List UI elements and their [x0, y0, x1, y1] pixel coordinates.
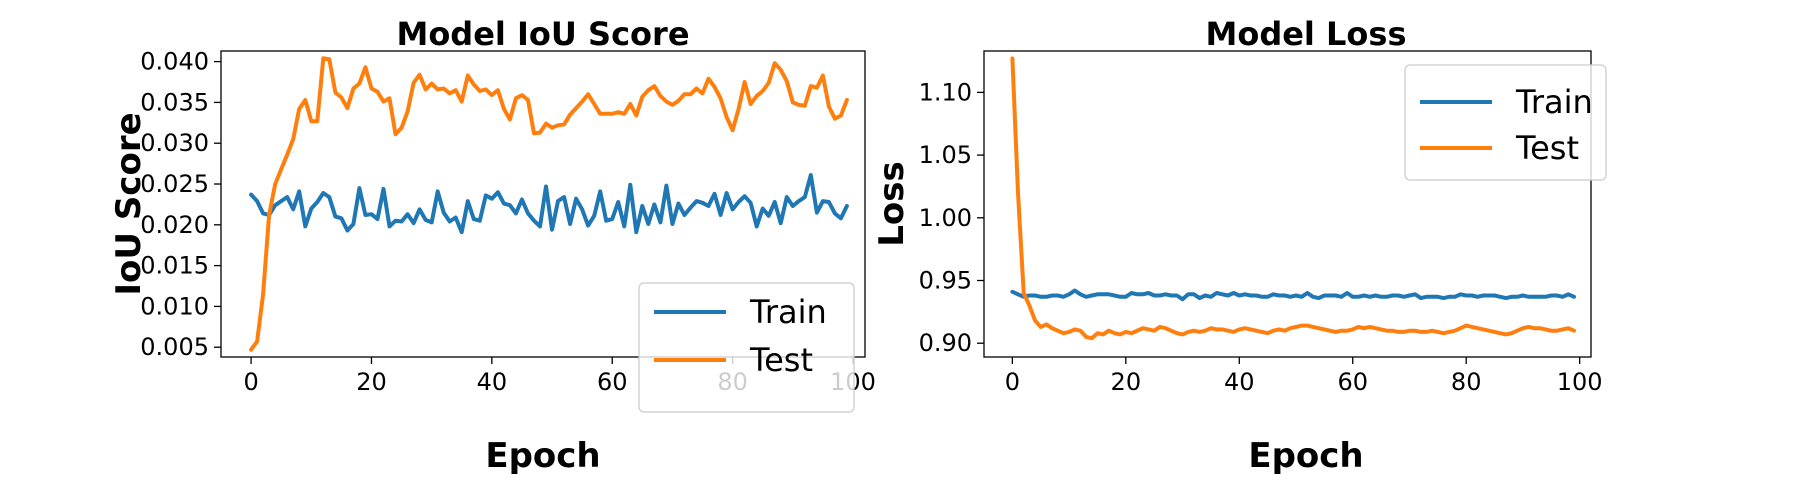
- chart-title: Model Loss: [1205, 15, 1406, 53]
- y-tick-label: 0.030: [140, 129, 209, 157]
- y-tick-label: 0.025: [140, 170, 209, 198]
- legend-label-train: Train: [1515, 83, 1593, 121]
- series-line-test: [1010, 56, 1576, 341]
- x-axis-label: Epoch: [1248, 436, 1363, 476]
- y-tick-label: 0.010: [140, 292, 209, 320]
- x-tick-label: 100: [1557, 368, 1603, 396]
- x-tick-label: 0: [1005, 368, 1020, 396]
- x-axis-label: Epoch: [485, 436, 600, 476]
- y-tick-label: 0.015: [140, 252, 209, 280]
- series-line-train: [1010, 288, 1576, 302]
- x-tick-label: 40: [477, 368, 508, 396]
- x-tick-label: 60: [1337, 368, 1368, 396]
- x-tick-label: 0: [243, 368, 258, 396]
- iou-score-chart: Model IoU Score 0204060801000.0050.0100.…: [109, 15, 876, 476]
- legend-label-test: Test: [1515, 129, 1579, 167]
- x-tick-label: 40: [1224, 368, 1255, 396]
- legend-frame: [638, 282, 855, 413]
- legend: Train Test: [1404, 64, 1607, 181]
- legend: Train Test: [638, 282, 855, 413]
- y-tick-label: 1.10: [919, 78, 972, 106]
- x-tick-label: 20: [1111, 368, 1142, 396]
- y-axis-label: Loss: [872, 161, 912, 247]
- y-tick-label: 0.005: [140, 333, 209, 361]
- x-tick-label: 60: [597, 368, 628, 396]
- loss-chart: Model Loss 0 20 40 60 80 100 0.90 0.95 1.00 1.05 1…: [872, 15, 1607, 476]
- y-tick-label: 0.035: [140, 88, 209, 116]
- y-tick-label: 0.020: [140, 211, 209, 239]
- y-tick-label: 1.00: [919, 204, 972, 232]
- y-tick-label: 0.040: [140, 48, 209, 76]
- x-tick-label: 80: [1451, 368, 1482, 396]
- plot-frame: [983, 50, 1592, 358]
- y-tick-label: 0.95: [919, 267, 972, 295]
- axis-ticks: 0204060801000.0050.0100.0150.0200.0250.0…: [140, 48, 876, 396]
- legend-label-train: Train: [749, 293, 827, 331]
- x-tick-label: 20: [356, 368, 387, 396]
- series-lines: [249, 56, 849, 352]
- series-lines: [1010, 56, 1576, 341]
- axis-ticks: 0 20 40 60 80 100 0.90 0.95 1.00 1.05 1.10: [919, 78, 1603, 396]
- y-axis-label: IoU Score: [109, 112, 149, 295]
- series-line-test: [249, 56, 849, 352]
- plot-frame: [220, 50, 866, 358]
- series-line-train: [249, 173, 849, 235]
- y-tick-label: 0.90: [919, 329, 972, 357]
- legend-frame: [1404, 64, 1607, 181]
- legend-label-test: Test: [749, 341, 813, 379]
- y-tick-label: 1.05: [919, 141, 972, 169]
- chart-title: Model IoU Score: [396, 15, 689, 53]
